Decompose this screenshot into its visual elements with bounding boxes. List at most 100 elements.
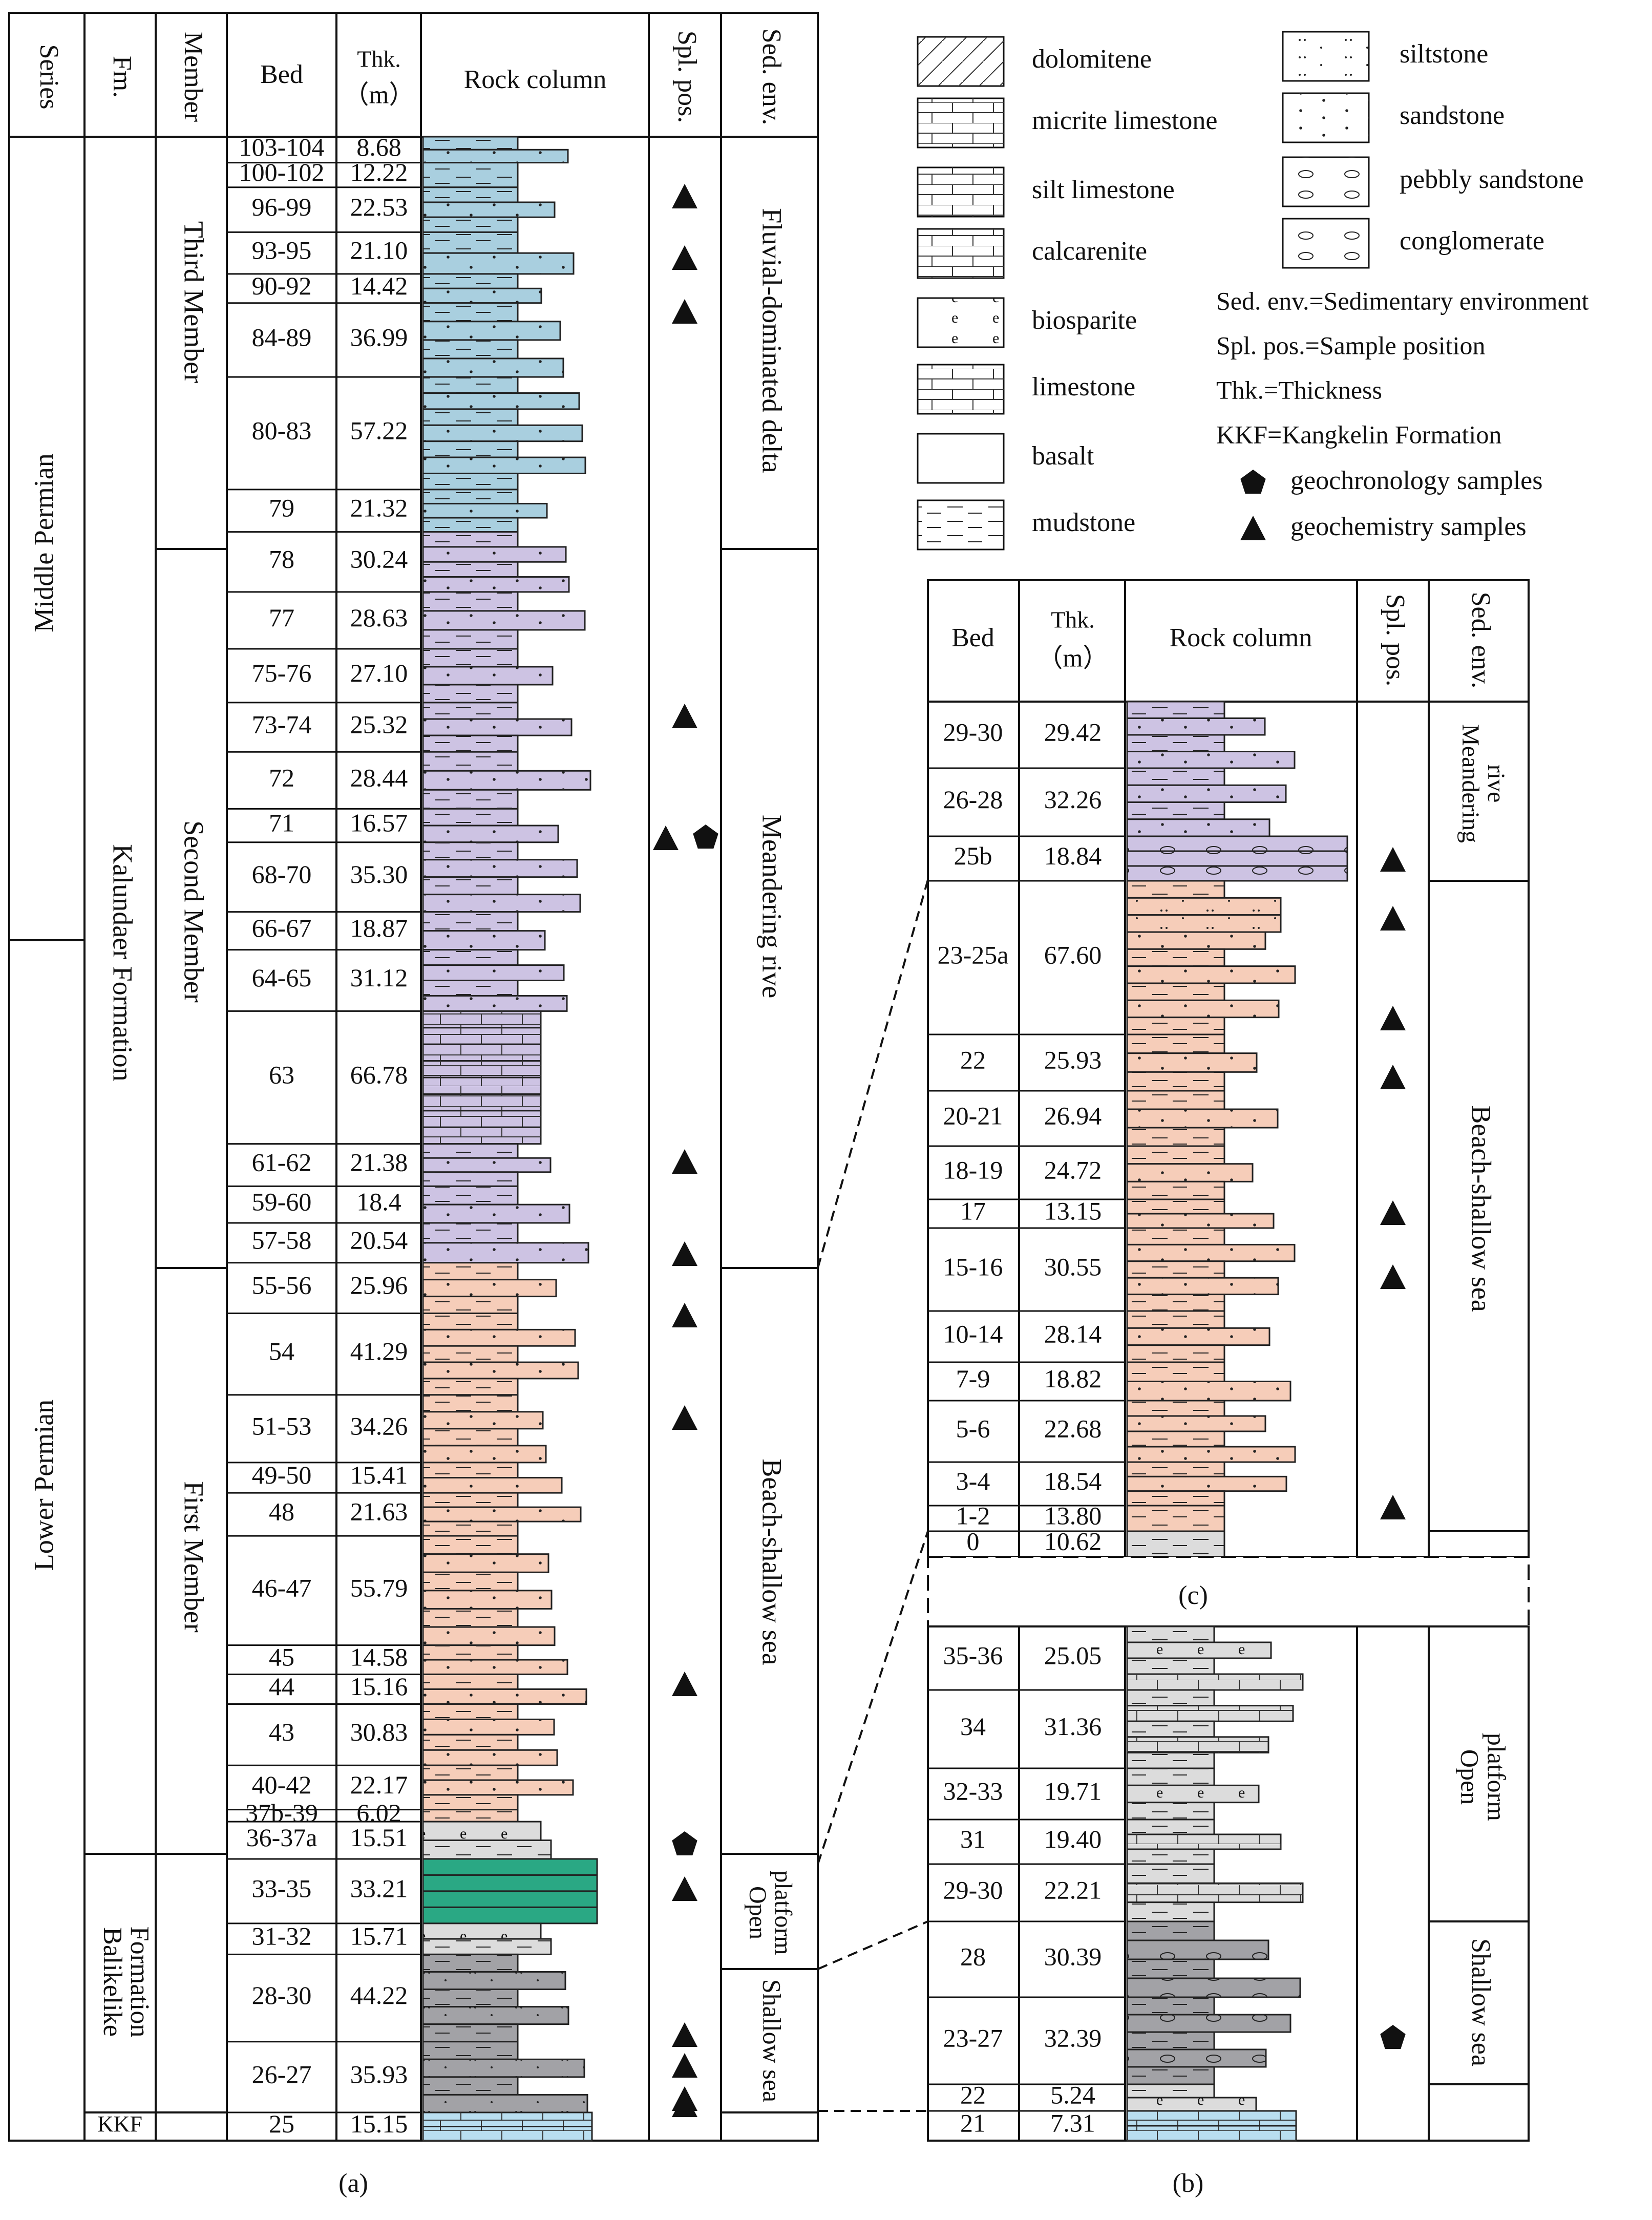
bed-thickness: 30.39 <box>1044 1942 1102 1971</box>
connector-top-c <box>817 879 929 1268</box>
bed-thickness: 34.26 <box>350 1411 408 1440</box>
lithology-bed-pattern <box>1127 915 1281 932</box>
lithology-bed-pattern <box>1127 1431 1224 1447</box>
lithology-bed-pattern <box>1127 2049 1266 2067</box>
lithology-bed-pattern <box>423 1477 562 1493</box>
bed-thickness: 24.72 <box>1044 1155 1102 1184</box>
bed-thickness: 35.30 <box>350 860 408 889</box>
lithology-bed-pattern <box>1127 1802 1214 1820</box>
member-third: Third Member <box>179 221 209 383</box>
bed-thickness: 19.40 <box>1044 1825 1102 1853</box>
geochemistry-sample-marker <box>1380 1264 1406 1289</box>
lithology-bed-pattern <box>1127 1345 1224 1362</box>
lithology-bed-pattern <box>1127 2098 1256 2111</box>
bed-number: 66-67 <box>252 914 312 942</box>
bed-thickness: 13.80 <box>1044 1501 1102 1530</box>
lithology-bed-pattern <box>1127 1864 1214 1884</box>
geochemistry-sample-marker <box>672 1405 697 1430</box>
lithology-bed-pattern <box>1127 1462 1224 1477</box>
bed-thickness: 57.22 <box>350 416 408 445</box>
lithology-bed-pattern <box>423 1989 518 2007</box>
legend-swatch-pattern <box>918 37 1004 86</box>
geochemistry-sample-marker <box>1380 906 1406 931</box>
bed-number: 90-92 <box>252 271 312 300</box>
lithology-bed-pattern <box>423 826 558 842</box>
lithology-bed-pattern <box>423 1521 518 1536</box>
bed-number: 37b-39 <box>245 1799 318 1827</box>
bed-number: 103-104 <box>239 133 325 161</box>
geochemistry-sample-marker <box>672 2022 697 2047</box>
bed-number: 29-30 <box>943 1875 1003 1904</box>
lithology-bed-pattern <box>423 2112 592 2127</box>
lithology-bed-pattern <box>423 1242 588 1263</box>
bed-thickness: 25.93 <box>1044 1045 1102 1074</box>
lithology-bed-pattern <box>1127 1721 1214 1737</box>
legend-swatch-pattern <box>1283 219 1369 268</box>
lithology-bed-pattern <box>423 610 585 630</box>
lithology-bed-fill <box>422 1858 598 1876</box>
formation-balikelike-line2: Formation <box>125 1927 154 2038</box>
sed-env-beach-shallow: Beach-shallow sea <box>1466 1105 1497 1312</box>
legend-label: conglomerate <box>1400 226 1544 256</box>
legend-swatch-pattern <box>918 167 1004 217</box>
bed-thickness: 15.16 <box>350 1672 408 1701</box>
bed-thickness: 21.63 <box>350 1497 408 1526</box>
lithology-bed-pattern <box>423 1660 567 1675</box>
lithology-bed-pattern <box>1127 1674 1303 1690</box>
header-fm: Fm. <box>108 56 137 98</box>
lithology-bed-pattern <box>1127 866 1347 881</box>
bed-number: 46-47 <box>252 1573 312 1602</box>
sed-env-fluvial-delta: Fluvial-dominated delta <box>757 208 788 473</box>
bed-thickness: 55.79 <box>350 1573 408 1602</box>
legend-swatch-pattern <box>918 229 1004 278</box>
lithology-bed-pattern <box>423 273 518 289</box>
geochemistry-sample-marker <box>672 1672 697 1696</box>
bed-number: 1-2 <box>956 1501 990 1530</box>
lithology-bed-pattern <box>1127 1940 1268 1959</box>
bed-thickness: 21.10 <box>350 236 408 265</box>
geochemistry-sample-marker <box>1380 1006 1406 1030</box>
bed-number: 20-21 <box>943 1101 1003 1130</box>
legend-abbreviation: Thk.=Thickness <box>1216 375 1382 404</box>
lithology-bed-pattern <box>423 1378 518 1395</box>
lithology-bed-pattern <box>423 1719 554 1735</box>
bed-thickness: 30.24 <box>350 545 408 574</box>
lithology-bed-pattern <box>423 1840 551 1859</box>
connector-lines <box>817 879 929 2112</box>
lithology-bed-pattern <box>423 1794 518 1810</box>
lithology-bed-pattern <box>423 1296 518 1314</box>
legend-swatch-pattern <box>918 365 1004 414</box>
lithology-bed-pattern <box>423 217 518 232</box>
lithology-bed-pattern <box>1127 718 1265 735</box>
legend-swatch-pattern <box>1283 32 1369 81</box>
lithology-bed-pattern <box>1127 802 1224 819</box>
lithology-bed-pattern <box>423 894 580 912</box>
lithology-bed-pattern <box>423 232 518 253</box>
bed-number: 93-95 <box>252 236 312 265</box>
lithology-bed-pattern <box>423 1204 569 1223</box>
lithology-bed-pattern <box>423 2024 518 2042</box>
formation-kkf: KKF <box>97 2111 142 2137</box>
sed-env-shallow-sea: Shallow sea <box>758 1979 787 2102</box>
bed-number: 7-9 <box>956 1364 990 1393</box>
bed-thickness: 14.58 <box>350 1643 408 1672</box>
bed-thickness: 25.96 <box>350 1271 408 1300</box>
bed-number: 18-19 <box>943 1155 1003 1184</box>
lithology-bed-pattern <box>1127 1109 1278 1128</box>
series-lower-permian: Lower Permian <box>28 1400 59 1571</box>
geochemistry-sample-marker <box>672 1149 697 1174</box>
lithology-bed-pattern <box>423 162 518 187</box>
lithology-bed-pattern <box>423 489 518 504</box>
bed-thickness: 22.17 <box>350 1770 408 1799</box>
geochemistry-sample-marker <box>672 2092 697 2117</box>
lithology-bed-pattern <box>1127 1768 1214 1786</box>
bed-number: 28 <box>960 1942 986 1971</box>
bed-number: 72 <box>269 763 294 792</box>
lithology-bed-pattern <box>423 1110 541 1128</box>
bed-number: 48 <box>269 1497 294 1526</box>
bed-thickness: 44.22 <box>350 1981 408 2010</box>
lithology-bed-pattern <box>1127 1737 1268 1753</box>
member-first: First Member <box>179 1481 209 1632</box>
bed-thickness: 28.63 <box>350 603 408 632</box>
connector-top-b <box>817 1920 928 1970</box>
